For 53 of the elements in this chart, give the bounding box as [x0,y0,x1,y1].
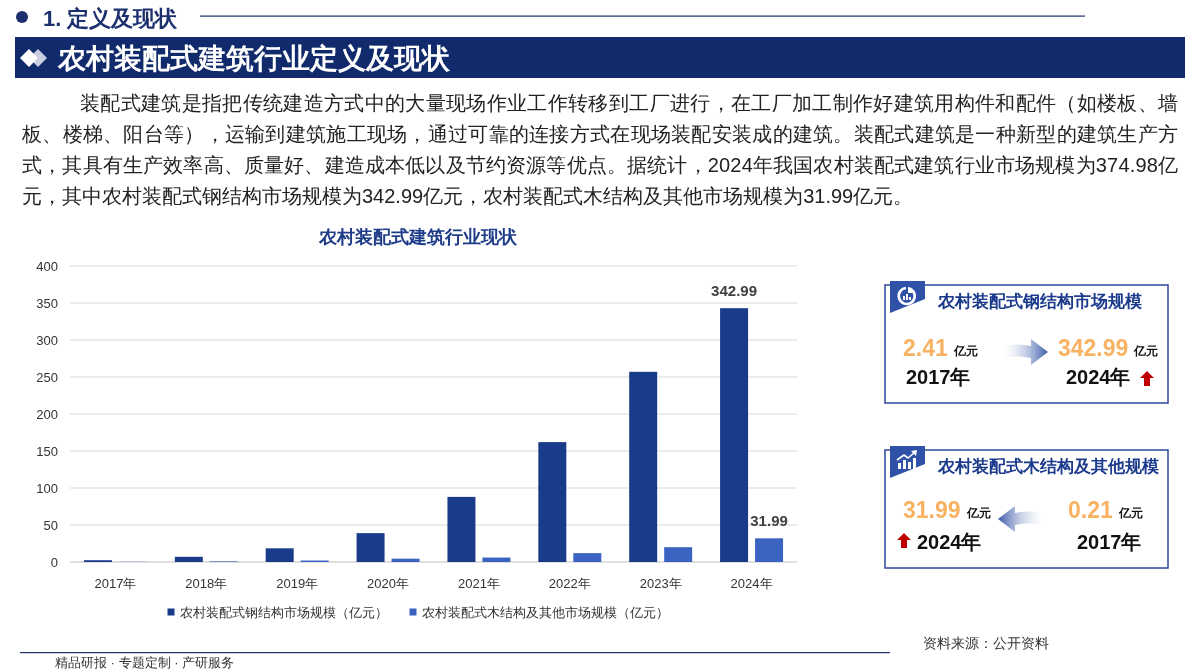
text: 精品研报 · 专题定制 · 产研服务 [55,655,235,670]
y-tick-label: 400 [36,258,58,274]
text: 资料来源：公开资料 [923,635,1049,651]
text: 2024年 [917,531,982,553]
y-tick-label: 50 [43,517,58,533]
text: 2017年 [1077,531,1142,553]
bar [538,442,567,562]
text: 2.41 [903,335,948,361]
text: 农村装配式建筑行业定义及现状 [57,43,451,74]
data-label: 31.99 [750,512,788,530]
legend-label: 农村装配式木结构及其他市场规模（亿元） [421,604,669,620]
bar [755,538,784,562]
bar [391,558,420,562]
bar [174,556,203,562]
y-tick-label: 150 [36,443,58,459]
text: 342.99 [1058,335,1129,361]
text: 亿元 [1117,506,1143,520]
bar [447,496,476,562]
text: 亿元 [1133,344,1159,358]
bar [482,557,511,562]
bar [664,547,693,562]
x-tick-label: 2024年 [730,576,773,591]
text: 装配式建筑是指把传统建造方式中的大量现场作业工作转移到工厂进行，在工厂加工制作好建筑用构件和配件（如楼板、墙板、楼梯、阳台等），运输到建筑施工现场，通过可靠的连接方式在现场装配安装成的建筑。装配式建筑是一种新型的建筑生产方式，其具有生产效率高、质量好、建造成本低以及节约资源等优点。据统计，2024年我国农村装配式建筑行业市场规模为374.98亿元，其中农村装配式钢结构市场规模为342.99亿元，农村装配式木结构及其他市场规模为31.99亿元。 [21,92,1178,207]
chart-title: 农村装配式建筑行业现状 [318,227,518,247]
y-tick-label: 250 [36,369,58,385]
bar [720,308,749,562]
y-tick-label: 100 [36,480,58,496]
x-tick-label: 2019年 [276,576,319,591]
text: 1. 定义及现状 [43,6,179,31]
text: 农村装配式木结构及其他规模 [937,457,1159,476]
text: 0.21 [1068,497,1113,523]
legend-label: 农村装配式钢结构市场规模（亿元） [179,604,388,620]
y-tick-label: 200 [36,406,58,422]
x-tick-label: 2023年 [639,576,682,591]
text: 亿元 [952,344,978,358]
x-tick-label: 2018年 [185,576,228,591]
x-tick-label: 2017年 [94,576,137,591]
y-tick-label: 350 [36,295,58,311]
y-tick-label: 0 [50,554,58,570]
text: 农村装配式钢结构市场规模 [937,292,1142,311]
bar [573,553,602,562]
bar [629,371,658,562]
data-label: 342.99 [711,282,758,300]
y-tick-label: 300 [36,332,58,348]
text: 亿元 [965,506,991,520]
x-tick-label: 2020年 [367,576,410,591]
x-tick-label: 2021年 [457,576,500,591]
text: 2024年 [1066,366,1131,388]
text: 2017年 [906,366,971,388]
x-tick-label: 2022年 [548,576,591,591]
text: 31.99 [903,497,961,523]
bar [356,533,385,562]
bar [265,548,294,562]
